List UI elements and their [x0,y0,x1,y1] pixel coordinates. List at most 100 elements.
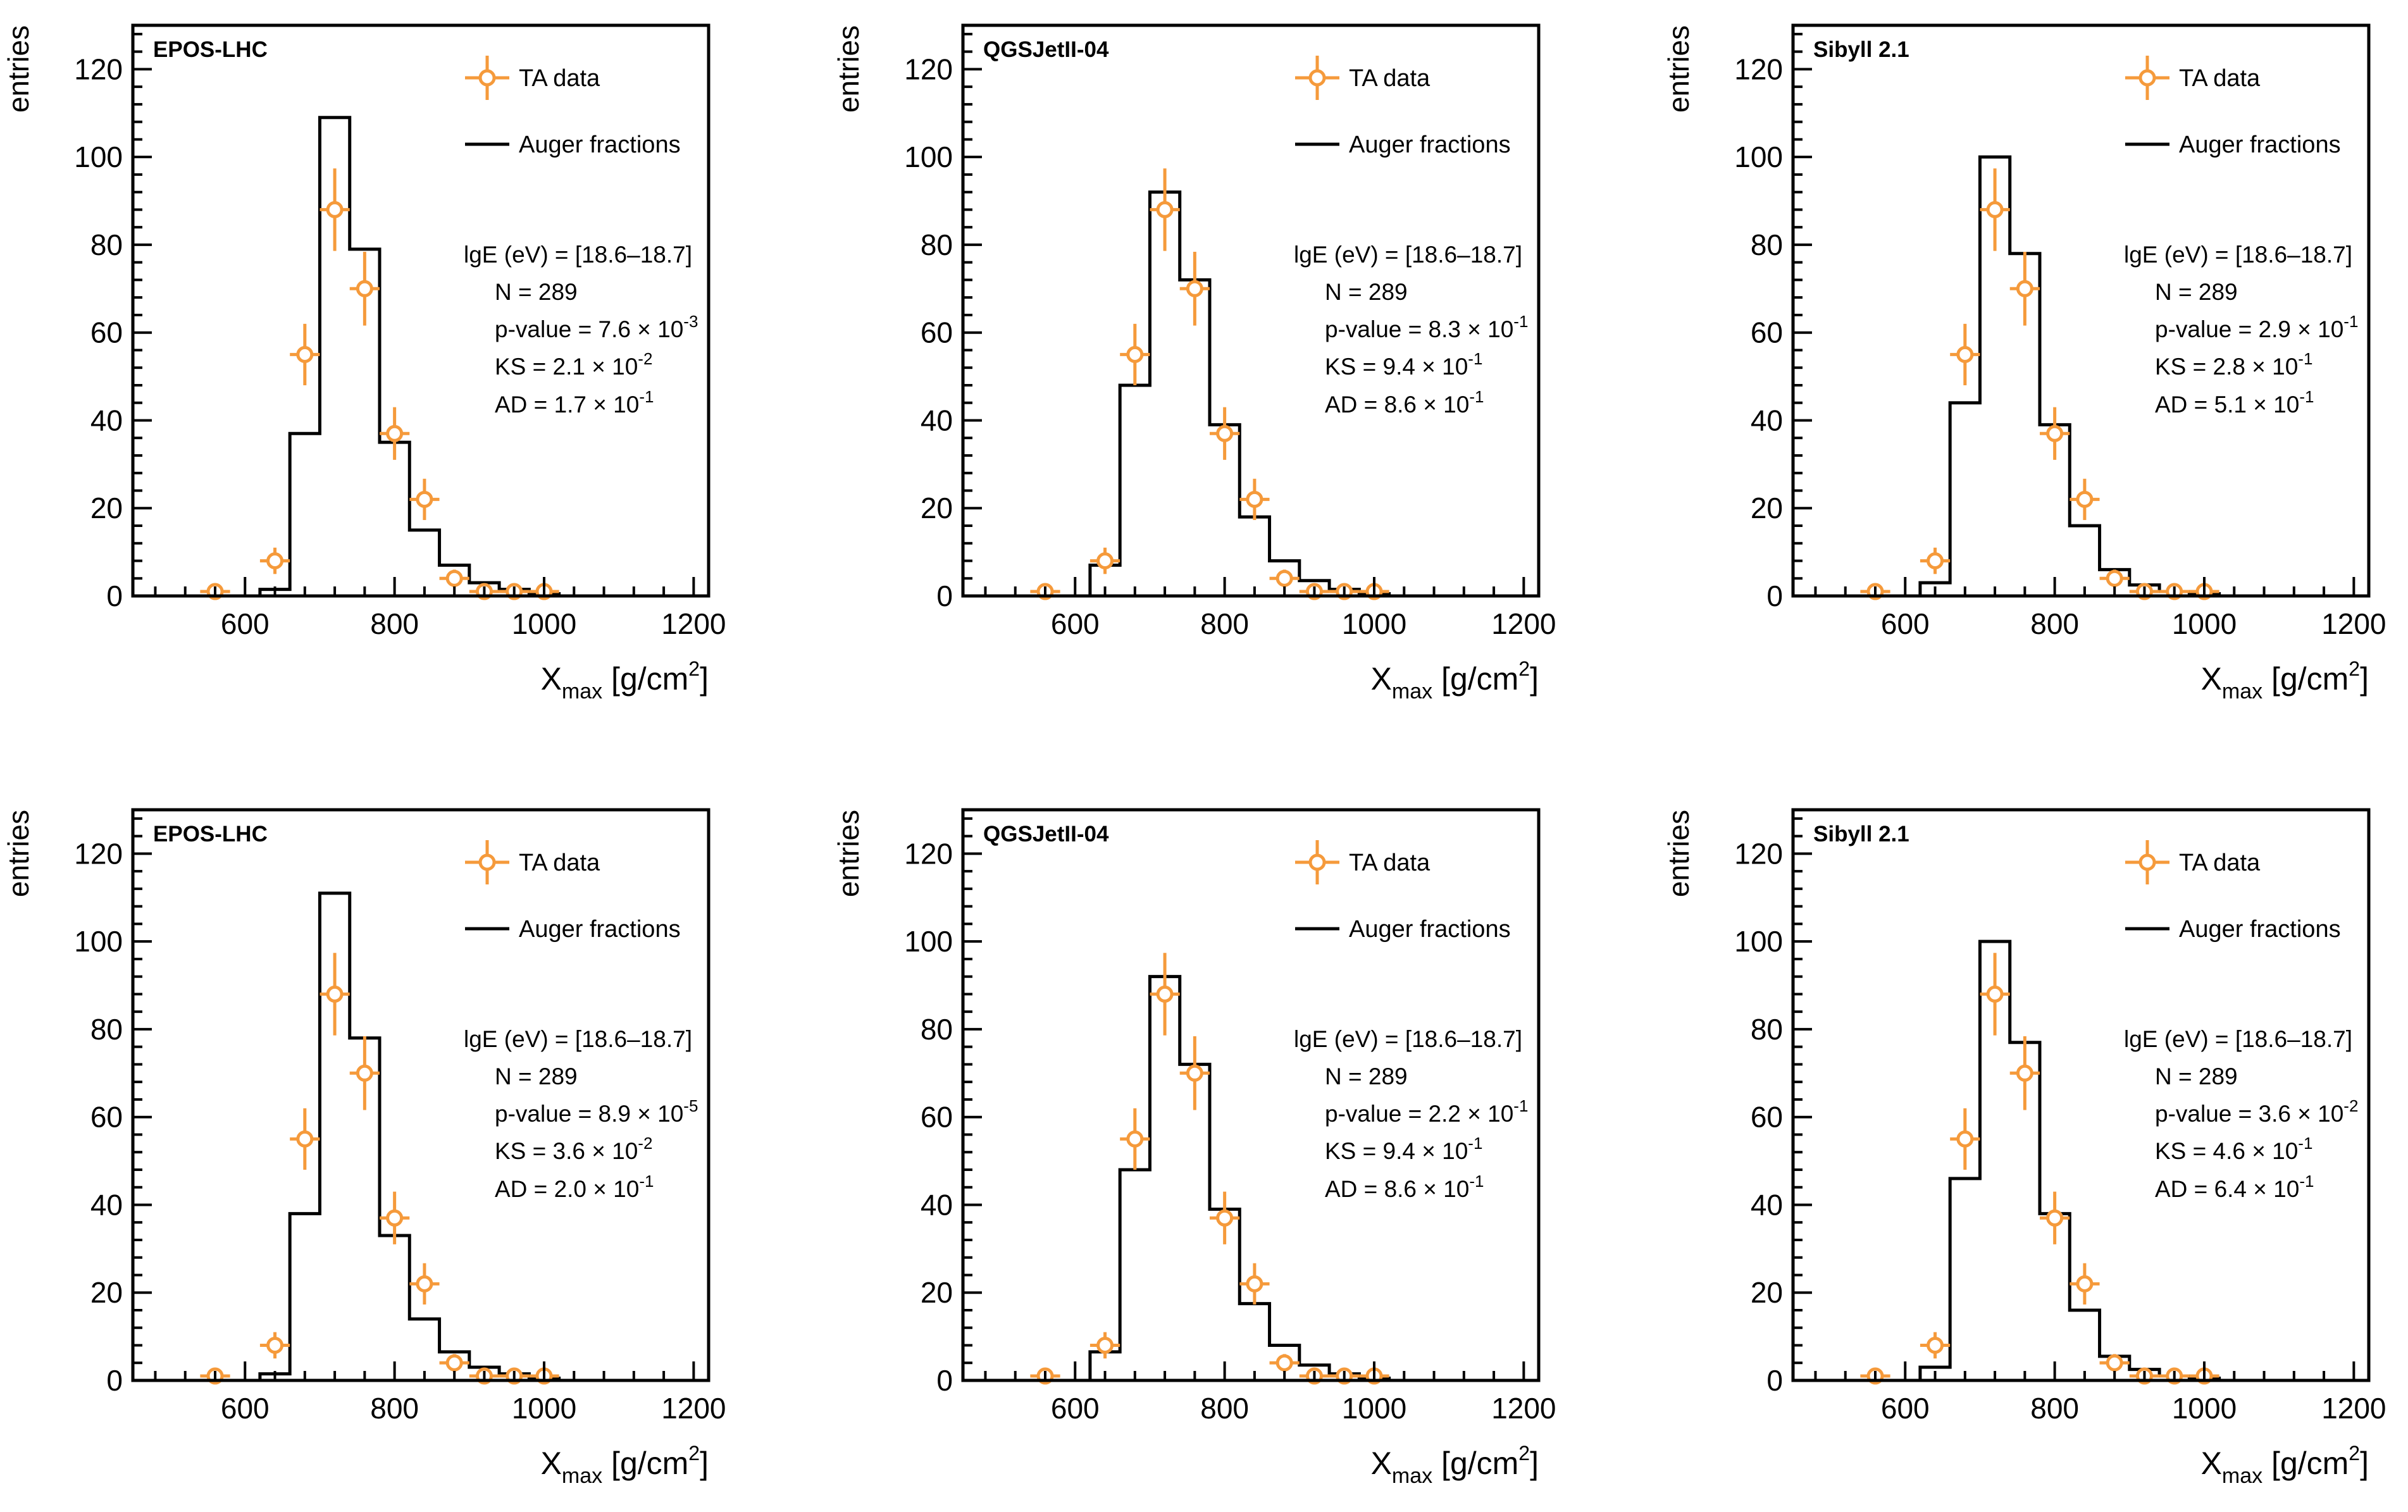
data-marker [296,345,314,363]
y-tick-label: 60 [1751,316,1783,349]
x-tick-label: 800 [370,1392,419,1425]
stat-ks: KS = 2.1 × 10-2 [495,349,652,380]
x-label-close: ] [1530,661,1539,697]
x-label-unit: [g/cm [1432,661,1518,697]
stat-times: × 10 [585,1138,638,1164]
stat-exponent: -1 [2343,312,2358,331]
chart-svg: 600 800 1000 1200 0 20 40 60 80 100 120 entries Xmax… [832,23,1556,703]
data-marker [1246,1275,1263,1292]
x-label-sup: 2 [2349,657,2360,680]
data-point [259,1332,290,1359]
stat-label: p-value = [2155,316,2259,342]
y-tick-label: 100 [904,925,953,958]
x-tick-label: 1000 [1342,607,1406,640]
stat-label: AD = [2155,392,2214,418]
x-tick-label: 600 [1881,1392,1930,1425]
data-marker [2076,1275,2094,1292]
y-tick-label: 100 [904,140,953,173]
stat-ad: AD = 1.7 × 10-1 [495,387,654,418]
x-label-main: X [2201,1446,2222,1481]
y-tick-label: 60 [921,316,953,349]
data-marker [1246,490,1263,508]
data-point [439,1354,469,1372]
model-label: Sibyll 2.1 [1813,37,1909,62]
stat-label: KS = [495,1138,553,1164]
stat-exponent: -1 [1468,1134,1482,1153]
stat-ks: KS = 9.4 × 10-1 [1325,349,1482,380]
stat-energy: lgE (eV) = [18.6–18.7] [464,1026,692,1052]
x-tick-label: 600 [1051,607,1100,640]
stat-times: × 10 [2291,316,2343,342]
stat-times: × 10 [1417,392,1469,418]
plot-frame [961,808,1541,1382]
data-marker [356,1064,373,1082]
stat-exponent: -1 [2299,387,2314,406]
chart-panel: 600 800 1000 1200 0 20 40 60 80 100 120 entries Xmax… [830,784,1627,1512]
stat-exponent: -1 [1468,349,1482,368]
data-marker [1186,280,1203,297]
stat-label: KS = [2155,1138,2213,1164]
legend-model-label: Auger fractions [1349,916,1511,943]
data-point [1950,323,1980,385]
legend-data-label: TA data [1349,850,1431,876]
stat-mantissa: 8.9 [599,1101,631,1127]
data-point [1269,1354,1300,1372]
stat-ad: AD = 2.0 × 10-1 [495,1172,654,1202]
stat-n: N = 289 [1325,1063,1408,1089]
stat-ks: KS = 2.8 × 10-1 [2155,349,2312,380]
stat-label: KS = [2155,354,2213,380]
data-point [2009,252,2040,326]
legend-model-label: Auger fractions [1349,132,1511,158]
data-marker [1126,345,1144,363]
y-tick-label: 120 [1734,837,1783,870]
legend-data-label: TA data [1349,65,1431,92]
y-tick-label: 60 [90,1101,123,1134]
stat-mantissa: 1.7 [554,392,586,418]
stat-mantissa: 2.1 [553,354,585,380]
stat-label: AD = [2155,1176,2214,1202]
y-tick-label: 0 [936,579,953,612]
x-label-sup: 2 [688,657,700,680]
data-marker [445,569,463,587]
x-label-close: ] [1530,1446,1539,1481]
stat-times: × 10 [1415,354,1468,380]
legend-data-marker [2138,69,2156,87]
x-label-sub: max [2222,1464,2262,1488]
stat-mantissa: 8.6 [1384,1176,1417,1202]
y-tick-label: 40 [921,1188,953,1221]
legend-data-label: TA data [519,65,600,92]
data-marker [1156,201,1174,218]
legend-data-label: TA data [2179,65,2261,92]
x-label-sub: max [562,1464,602,1488]
stat-p-value: p-value = 7.6 × 10-3 [495,312,698,342]
legend-data-marker [478,853,496,871]
data-point [1120,323,1150,385]
stat-p-value: p-value = 3.6 × 10-2 [2155,1096,2358,1127]
legend-model-label: Auger fractions [519,132,681,158]
data-point [2040,407,2070,460]
y-tick-label: 20 [1751,492,1783,524]
data-marker [1956,345,1974,363]
x-label-unit: [g/cm [602,1446,688,1481]
plot-frame [1791,808,2371,1382]
y-tick-label: 20 [90,1276,123,1309]
x-tick-label: 1000 [2172,607,2237,640]
data-point [320,168,350,251]
x-label-sup: 2 [1518,1442,1530,1465]
data-point [409,478,440,520]
plot-frame [131,808,711,1382]
y-tick-label: 40 [1751,404,1783,437]
legend-data-marker [478,69,496,87]
x-tick-label: 1000 [1342,1392,1406,1425]
legend-data-marker [1308,853,1326,871]
stat-mantissa: 5.1 [2214,392,2247,418]
stat-label: KS = [495,354,553,380]
stat-exponent: -2 [638,349,652,368]
y-axis-label: entries [832,25,865,113]
y-tick-label: 0 [106,1364,123,1397]
data-point [1980,168,2010,251]
y-tick-label: 20 [921,1276,953,1309]
data-marker [1186,1064,1203,1082]
y-axis-label: entries [1662,810,1695,897]
stat-times: × 10 [2245,1138,2298,1164]
